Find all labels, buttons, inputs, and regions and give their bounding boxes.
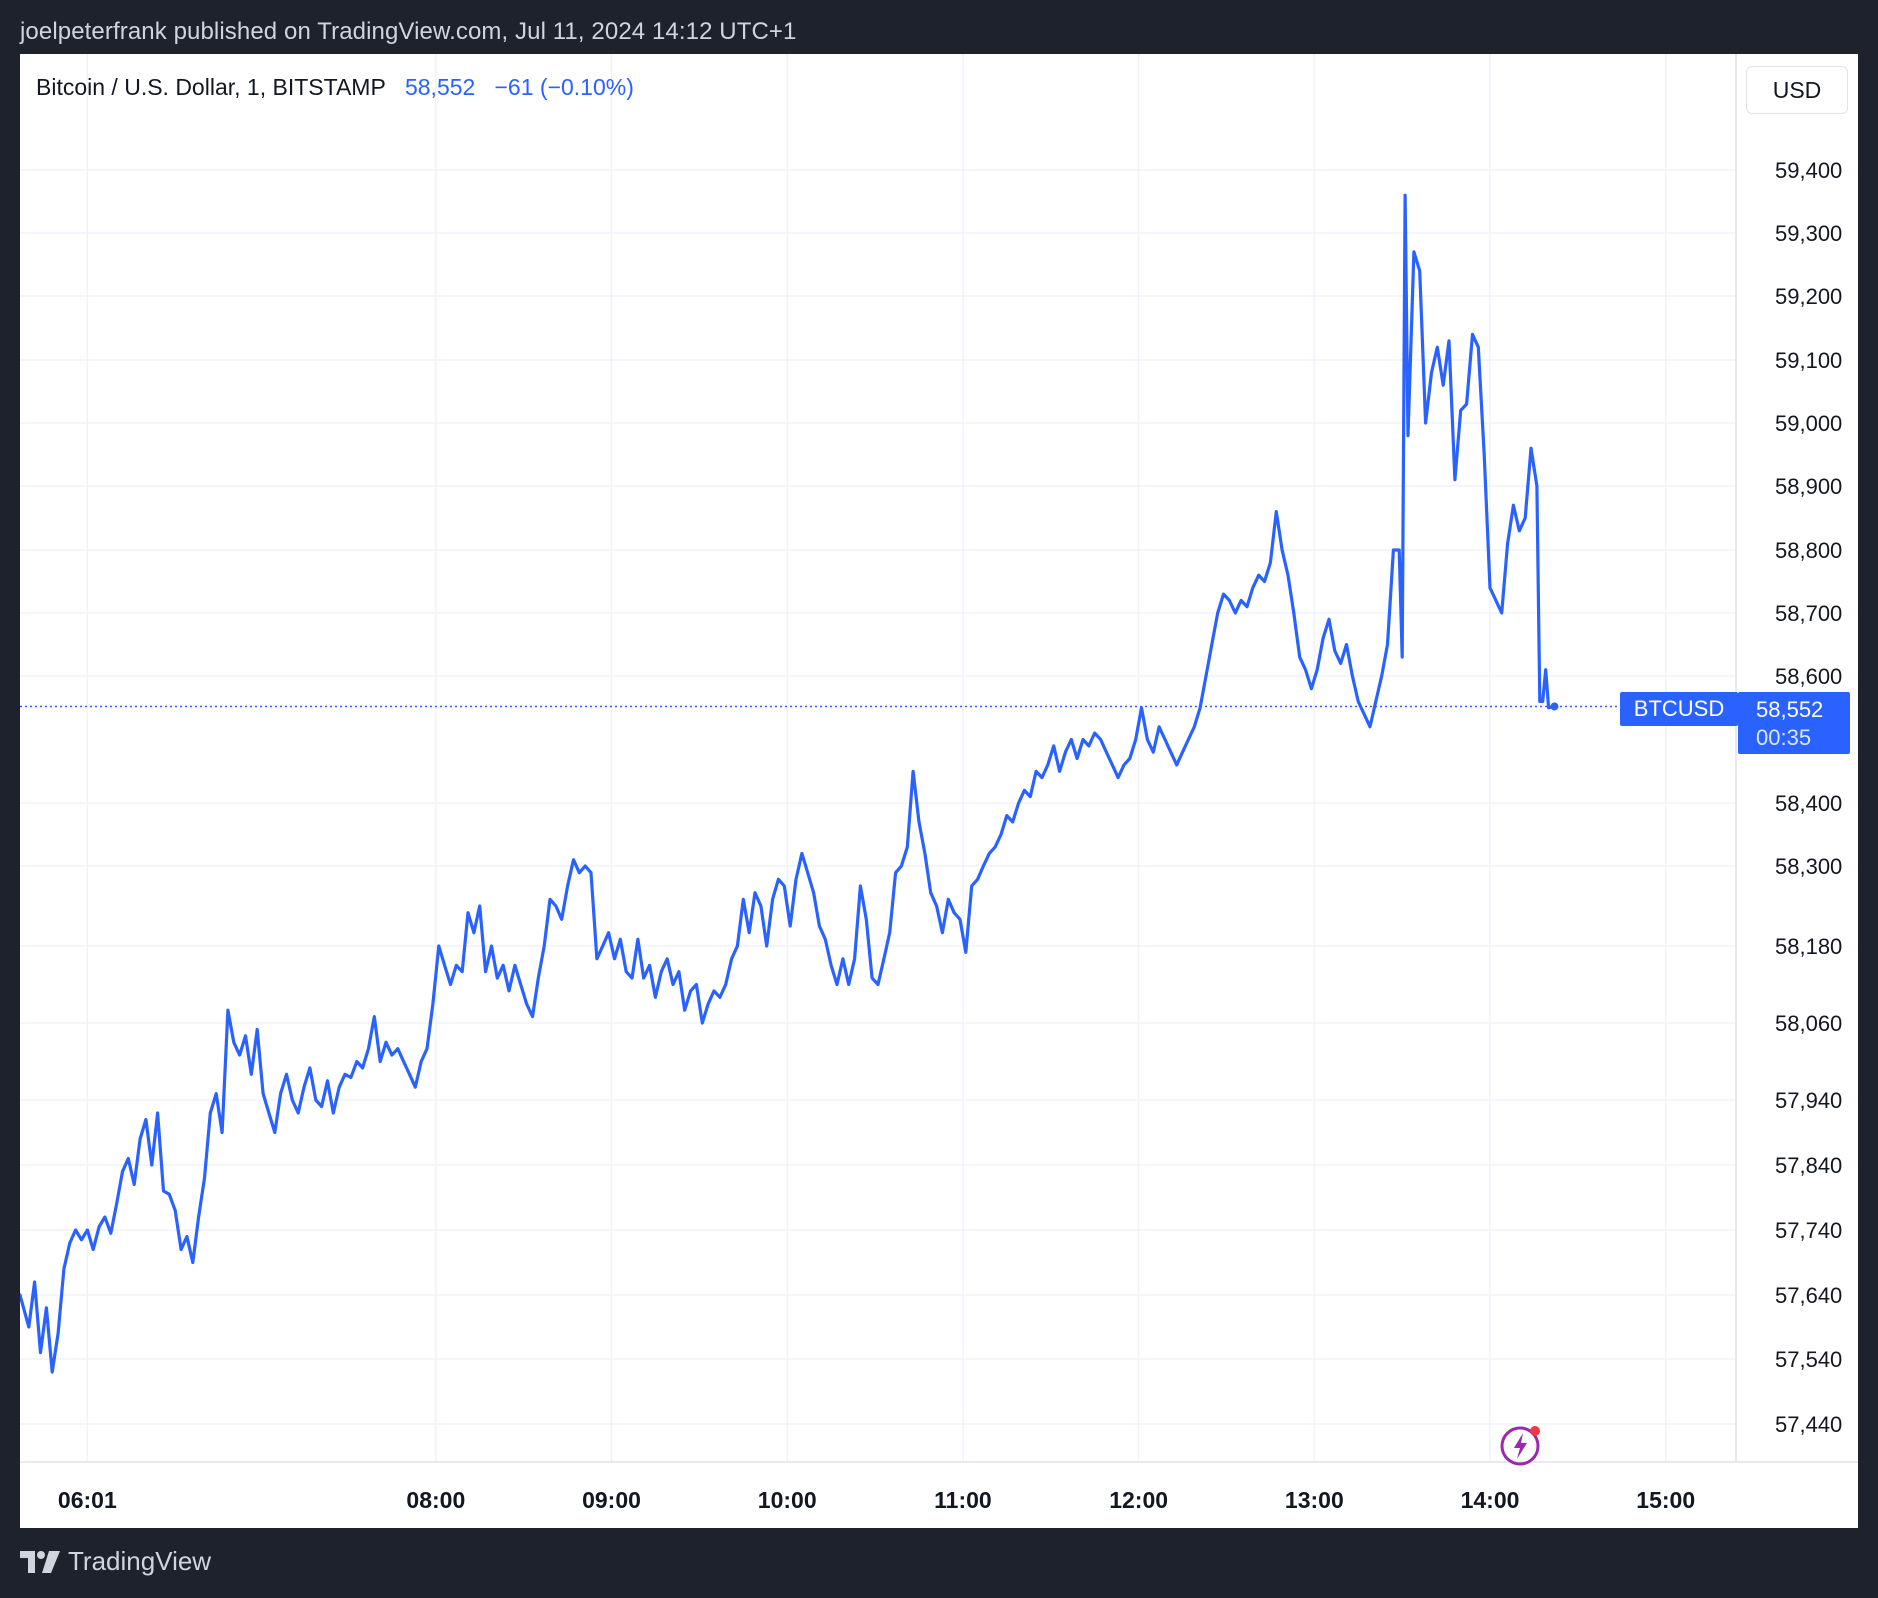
x-tick-label: 13:00	[1285, 1487, 1344, 1513]
y-tick-label: 59,300	[1775, 221, 1842, 246]
y-tick-label: 57,540	[1775, 1347, 1842, 1372]
y-tick-label: 59,200	[1775, 284, 1842, 309]
y-axis-tick-labels: 59,400 59,300 59,200 59,100 59,000 58,900 58,8…	[1775, 158, 1842, 1437]
x-axis-tick-labels: 06:01 08:00 09:00 10:00 11:00 12:00 13:00 14:00…	[58, 1487, 1695, 1513]
published-info: joelpeterfrank published on TradingView.…	[20, 18, 797, 45]
currency-button[interactable]: USD	[1746, 66, 1848, 114]
y-tick-label: 58,180	[1775, 934, 1842, 959]
y-tick-label: 58,400	[1775, 791, 1842, 816]
y-tick-label: 58,060	[1775, 1011, 1842, 1036]
x-tick-label: 10:00	[758, 1487, 817, 1513]
y-tick-label: 58,300	[1775, 854, 1842, 879]
bar-countdown: 00:35	[1756, 725, 1812, 750]
price-axis-value: 58,552	[1756, 697, 1824, 722]
footer-brand-name: TradingView	[68, 1546, 212, 1576]
x-tick-label: 09:00	[582, 1487, 641, 1513]
y-tick-label: 59,100	[1775, 348, 1842, 373]
symbol-description[interactable]: Bitcoin / U.S. Dollar, 1, BITSTAMP	[36, 74, 386, 100]
last-price-dot	[1550, 702, 1559, 711]
footer-branding[interactable]: TradingView	[20, 1546, 211, 1577]
price-chart-svg[interactable]: 59,400 59,300 59,200 59,100 59,000 58,900 58,8…	[20, 54, 1858, 1528]
y-tick-label: 59,400	[1775, 158, 1842, 183]
tradingview-logo-icon	[20, 1550, 60, 1573]
y-tick-label: 57,440	[1775, 1412, 1842, 1437]
symbol-legend[interactable]: Bitcoin / U.S. Dollar, 1, BITSTAMP 58,55…	[36, 74, 634, 101]
price-axis-label: 58,552 00:35	[1738, 692, 1850, 754]
price-change-value: −61 (−0.10%)	[494, 74, 634, 100]
chart-pane[interactable]: 59,400 59,300 59,200 59,100 59,000 58,900 58,8…	[20, 54, 1858, 1528]
x-tick-label: 06:01	[58, 1487, 117, 1513]
grid-lines	[20, 54, 1736, 1462]
y-tick-label: 57,640	[1775, 1283, 1842, 1308]
x-tick-label: 08:00	[406, 1487, 465, 1513]
y-tick-label: 58,900	[1775, 474, 1842, 499]
lightning-alert-icon[interactable]	[1500, 1422, 1544, 1466]
last-price-value: 58,552	[404, 74, 476, 100]
y-tick-label: 57,840	[1775, 1153, 1842, 1178]
btcusd-price-line[interactable]	[20, 193, 1556, 1374]
y-tick-label: 58,800	[1775, 538, 1842, 563]
x-tick-label: 12:00	[1109, 1487, 1168, 1513]
x-tick-label: 11:00	[934, 1487, 992, 1513]
y-tick-label: 57,940	[1775, 1088, 1842, 1113]
y-tick-label: 59,000	[1775, 411, 1842, 436]
y-tick-label: 58,700	[1775, 601, 1842, 626]
axis-borders	[20, 54, 1858, 1463]
y-tick-label: 57,740	[1775, 1218, 1842, 1243]
x-tick-label: 15:00	[1636, 1487, 1695, 1513]
y-tick-label: 58,600	[1775, 664, 1842, 689]
x-tick-label: 14:00	[1461, 1487, 1520, 1513]
symbol-price-label: BTCUSD	[1620, 692, 1738, 726]
